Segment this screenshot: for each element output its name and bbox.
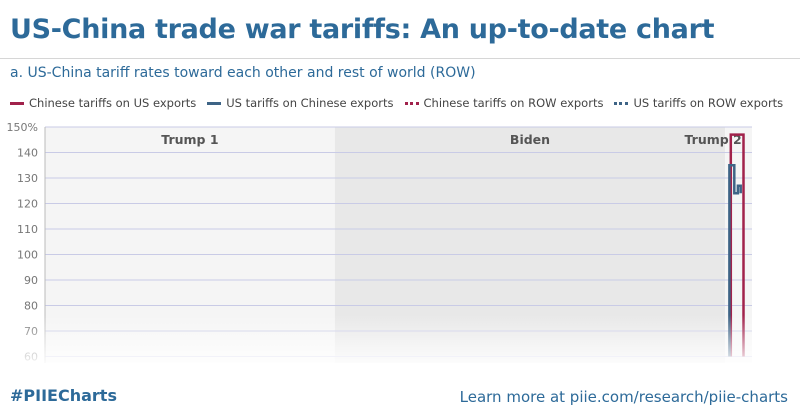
era-label: Trump 1 [161, 132, 218, 147]
y-tick-label: 140 [17, 147, 38, 160]
y-tick-label: 80 [24, 300, 38, 313]
legend-swatch [207, 101, 222, 105]
legend-item-us-row: US tariffs on ROW exports [614, 96, 783, 110]
era-labels: Trump 1 Biden Trump 2 [161, 132, 741, 147]
chart-title: US-China trade war tariffs: An up-to-dat… [10, 14, 715, 45]
y-tick-label: 100 [17, 249, 38, 262]
legend-label: Chinese tariffs on US exports [29, 96, 197, 110]
legend-label: US tariffs on ROW exports [633, 96, 784, 110]
footer-hashtag: #PIIECharts [10, 386, 117, 405]
legend-item-chinese-row: Chinese tariffs on ROW exports [404, 96, 604, 110]
legend: Chinese tariffs on US exports US tariffs… [10, 95, 794, 111]
chart-subtitle: a. US-China tariff rates toward each oth… [10, 65, 476, 81]
legend-label: US tariffs on Chinese exports [226, 96, 394, 110]
era-label: Biden [510, 132, 550, 147]
era-label: Trump 2 [685, 132, 742, 147]
y-tick-label: 150% [7, 121, 38, 134]
y-tick-label: 110 [17, 223, 38, 236]
y-tick-label: 120 [17, 198, 38, 211]
y-axis-ticks: 150%14013012011010090807060 [7, 121, 38, 364]
series-lines [728, 133, 745, 357]
legend-swatch [614, 101, 629, 105]
title-divider [0, 58, 800, 59]
series-line [728, 164, 742, 357]
tariff-chart: 150%14013012011010090807060 Trump 1Biden… [0, 121, 800, 370]
bottom-fade [0, 315, 800, 370]
legend-swatch [10, 101, 24, 105]
y-tick-label: 90 [24, 274, 38, 287]
y-tick-label: 130 [17, 172, 38, 185]
footer-link[interactable]: Learn more at piie.com/research/piie-cha… [459, 388, 788, 406]
series-line [729, 133, 745, 357]
legend-swatch [404, 101, 419, 105]
legend-item-us-chinese: US tariffs on Chinese exports [207, 96, 394, 110]
legend-label: Chinese tariffs on ROW exports [423, 96, 604, 110]
legend-item-chinese-us: Chinese tariffs on US exports [10, 96, 196, 110]
